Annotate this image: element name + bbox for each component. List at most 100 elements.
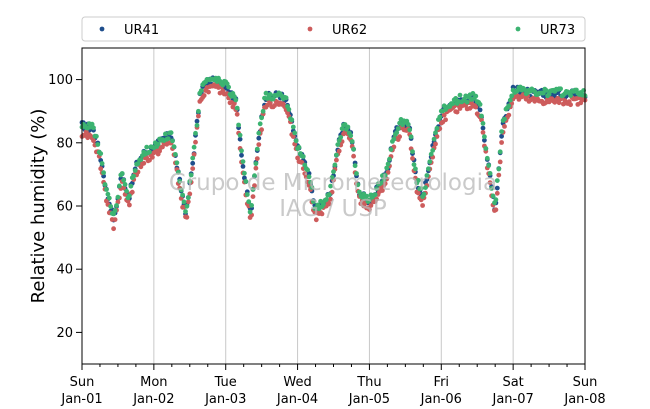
data-point [300, 154, 306, 159]
y-axis-ticks: 20 40 60 80 100 [48, 73, 82, 341]
data-point [181, 199, 187, 205]
series-UR73 [79, 75, 588, 217]
data-point [252, 173, 257, 179]
data-point [240, 159, 246, 165]
data-point [408, 134, 414, 140]
data-point [326, 192, 332, 197]
data-point [191, 152, 197, 157]
data-point [150, 154, 155, 160]
data-point [395, 126, 401, 131]
legend-marker [307, 26, 313, 32]
data-point [499, 133, 504, 139]
data-point [309, 185, 315, 190]
data-point [355, 182, 361, 188]
data-point [135, 161, 141, 167]
data-point [194, 122, 200, 128]
data-point [115, 194, 121, 200]
data-point [147, 149, 152, 155]
data-point [175, 169, 181, 175]
data-point [374, 196, 379, 202]
data-point [250, 194, 256, 200]
data-point [233, 97, 239, 103]
data-point [388, 147, 394, 152]
watermark-line-1: Grupo de Micrometeorologia [169, 170, 497, 196]
data-point [89, 121, 95, 127]
data-point [163, 131, 168, 137]
data-point [493, 197, 499, 203]
data-point [249, 203, 255, 208]
data-point [326, 201, 332, 207]
data-point [486, 163, 492, 168]
data-points [79, 75, 588, 232]
data-point [387, 156, 392, 162]
legend-item-UR62: UR62 [307, 23, 367, 38]
data-point [483, 146, 489, 151]
data-point [289, 117, 295, 123]
data-point [121, 177, 127, 183]
legend-label: UR41 [124, 23, 159, 38]
data-point [351, 146, 356, 152]
data-point [131, 173, 137, 179]
data-point [489, 186, 494, 191]
data-point [457, 92, 463, 98]
data-point [126, 193, 132, 199]
data-point [430, 148, 436, 153]
data-point [165, 136, 171, 142]
data-point [385, 170, 391, 175]
data-point [252, 183, 257, 189]
data-point [434, 125, 440, 131]
data-point [556, 100, 562, 106]
data-point [308, 179, 313, 185]
data-point [104, 187, 109, 192]
data-point [290, 134, 296, 140]
data-point [239, 152, 244, 158]
data-point [240, 164, 246, 169]
data-point [499, 129, 504, 135]
data-point [372, 192, 378, 198]
data-point [91, 125, 96, 131]
data-point [494, 178, 500, 184]
watermark-line-2: IAG / USP [279, 196, 387, 222]
data-point [423, 185, 428, 191]
data-point [477, 102, 483, 107]
y-tick-label: 20 [56, 326, 73, 341]
legend-item-UR73: UR73 [515, 23, 575, 38]
data-point [267, 100, 273, 106]
data-point [117, 183, 122, 189]
x-tick-label-date: Jan-03 [204, 392, 246, 407]
data-point [482, 134, 487, 140]
data-point [242, 170, 247, 176]
data-point [305, 167, 310, 173]
data-point [431, 136, 437, 142]
data-point [441, 112, 447, 118]
y-axis-label: Relative humidity (%) [28, 109, 49, 304]
data-point [487, 171, 493, 176]
data-point [405, 122, 411, 127]
x-axis-ticks: Sun Jan-01 Mon Jan-02 Tue Jan-03 Wed Jan-04 Thu J… [60, 364, 606, 407]
data-point [378, 180, 384, 186]
data-point [410, 156, 415, 161]
data-point [236, 122, 242, 128]
data-point [522, 87, 527, 92]
data-point [83, 129, 89, 135]
data-point [101, 170, 106, 176]
data-point [473, 104, 479, 110]
data-point [106, 195, 112, 201]
data-point [95, 142, 101, 147]
data-point [338, 134, 344, 140]
x-tick-label-day: Tue [214, 375, 237, 390]
data-point [384, 165, 390, 171]
x-tick-label-day: Mon [140, 375, 167, 390]
data-point [296, 144, 302, 150]
data-point [231, 101, 237, 106]
data-point [506, 103, 512, 109]
data-point [141, 160, 147, 166]
data-point [111, 226, 116, 232]
data-point [91, 138, 96, 144]
data-point [335, 142, 341, 148]
data-point [122, 182, 128, 187]
data-point [367, 207, 372, 213]
data-point [253, 161, 259, 167]
data-point [286, 107, 292, 112]
